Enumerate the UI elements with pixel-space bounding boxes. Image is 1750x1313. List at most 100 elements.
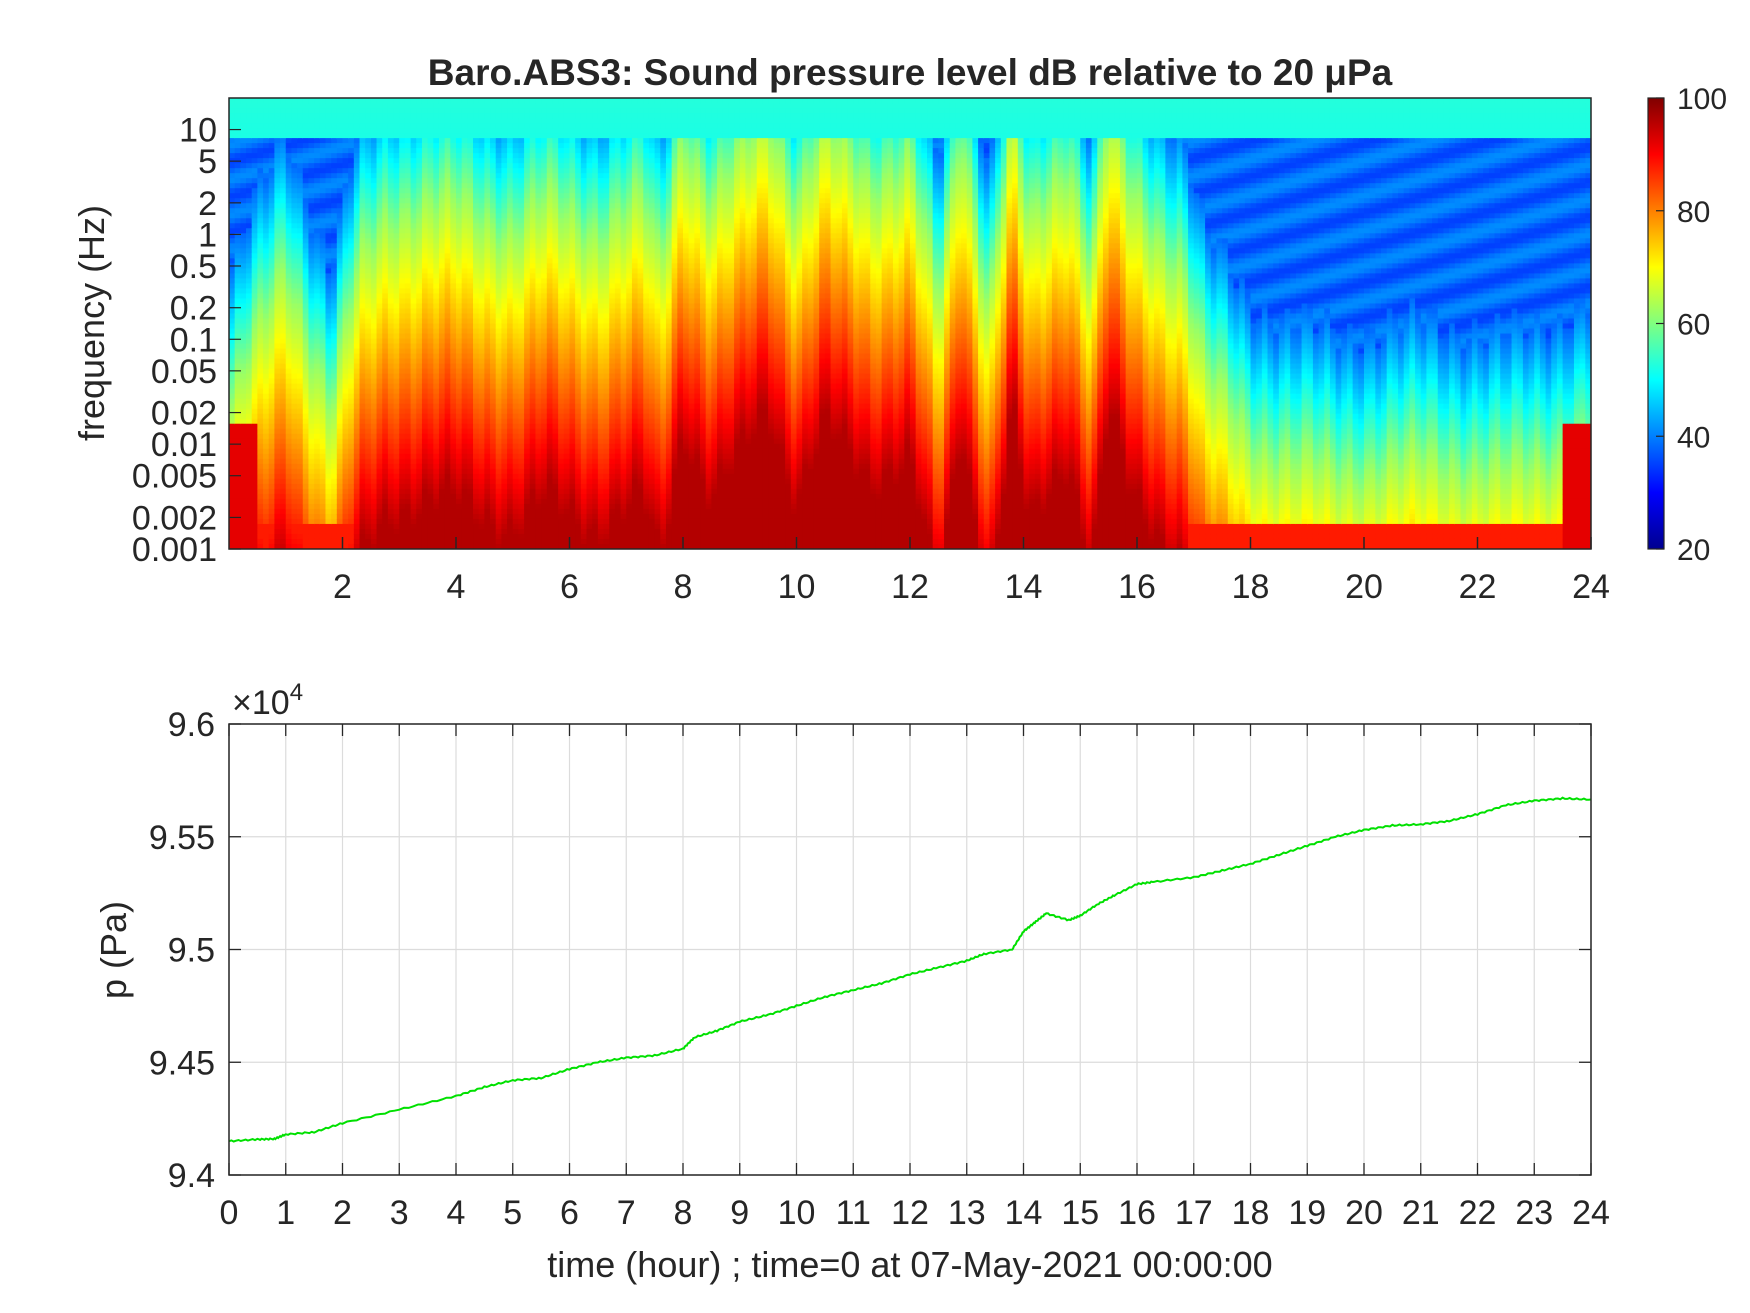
spectrogram-cell <box>234 348 241 355</box>
spectrogram-cell <box>325 133 332 139</box>
spectrogram-cell <box>382 513 389 520</box>
spectrogram-cell <box>365 408 372 415</box>
spectrogram-cell <box>325 223 332 229</box>
spectrogram-cell <box>495 413 502 420</box>
spectrogram-cell <box>342 428 349 435</box>
spectrogram-cell <box>387 298 395 305</box>
spectrogram-cell <box>421 463 429 470</box>
spectrogram-cell <box>535 288 542 295</box>
spectrogram-cell <box>512 233 520 239</box>
spectrogram-cell <box>325 168 332 174</box>
spectrogram-cell <box>342 463 349 470</box>
spectrogram-cell <box>280 463 287 470</box>
spectrogram-cell <box>393 448 400 455</box>
spectrogram-cell <box>274 478 281 485</box>
spectrogram-cell <box>308 413 315 420</box>
spectrogram-cell <box>291 178 298 184</box>
spectrogram-cell <box>387 433 395 440</box>
spectrogram-cell <box>473 348 480 355</box>
spectrogram-cell <box>501 118 508 124</box>
spectrogram-cell <box>251 348 258 355</box>
spectrogram-cell <box>473 183 480 189</box>
spectrogram-cell <box>518 273 525 279</box>
spectrogram-cell <box>280 388 287 395</box>
spectrogram-cell <box>319 363 327 370</box>
spectrogram-cell <box>314 473 321 480</box>
spectrogram-cell <box>404 298 412 305</box>
spectrogram-cell <box>359 228 366 234</box>
spectrogram-cell <box>393 268 400 274</box>
spectrogram-cell <box>297 318 304 325</box>
spectrogram-cell <box>348 198 355 204</box>
spectrogram-cell <box>342 263 349 269</box>
spectrogram-cell <box>342 343 349 350</box>
spectrogram-cell <box>433 183 440 189</box>
spectrogram-cell <box>376 478 383 485</box>
spectrogram-cell <box>370 538 378 545</box>
spectrogram-cell <box>473 163 480 169</box>
spectrogram-cell <box>336 198 344 204</box>
spectrogram-cell <box>444 218 451 224</box>
spectrogram-cell <box>285 213 293 219</box>
spectrogram-cell <box>348 313 355 320</box>
spectrogram-cell <box>433 383 440 390</box>
spectrogram-cell <box>421 488 429 495</box>
spectrogram-cell <box>399 538 406 545</box>
spectrogram-cell <box>297 113 304 119</box>
spectrogram-cell <box>484 323 491 330</box>
spectrogram-cell <box>529 373 537 380</box>
spectrogram-cell <box>404 333 412 340</box>
spectrogram-cell <box>427 523 434 530</box>
spectrogram-cell <box>484 383 491 390</box>
spectrogram-cell <box>376 328 383 335</box>
spectrogram-cell <box>518 323 525 330</box>
spectrogram-cell <box>387 178 395 184</box>
spectrogram-cell <box>325 253 332 259</box>
spectrogram-cell <box>325 303 332 310</box>
spectrogram-cell <box>524 533 531 540</box>
spectrogram-cell <box>501 178 508 184</box>
spectrogram-cell <box>490 208 497 214</box>
spectrogram-cell <box>393 473 400 480</box>
spectrogram-cell <box>473 238 480 244</box>
spectrogram-cell <box>416 458 423 465</box>
spectrogram-cell <box>325 478 332 485</box>
spectrogram-cell <box>336 253 344 259</box>
spectrogram-cell <box>359 418 366 425</box>
spectrogram-cell <box>438 508 446 515</box>
spectrogram-cell <box>473 313 480 320</box>
spectrogram-cell <box>336 483 344 490</box>
spectrogram-cell <box>541 313 548 320</box>
spectrogram-cell <box>268 108 275 114</box>
spectrogram-cell <box>331 113 338 119</box>
spectrogram-cell <box>331 328 338 335</box>
spectrogram-cell <box>268 403 275 410</box>
spectrogram-cell <box>444 433 451 440</box>
spectrogram-cell <box>291 453 298 460</box>
spectrogram-cell <box>370 148 378 154</box>
spectrogram-cell <box>382 268 389 274</box>
spectrogram-cell <box>410 538 417 545</box>
spectrogram-cell <box>433 258 440 264</box>
spectrogram-cell <box>467 238 474 244</box>
spectrogram-cell <box>291 418 298 425</box>
spectrogram-cell <box>404 278 412 285</box>
spectrogram-cell <box>478 173 485 179</box>
spectrogram-cell <box>421 433 429 440</box>
spectrogram-cell <box>529 413 537 420</box>
spectrogram-cell <box>319 368 327 375</box>
spectrogram-cell <box>535 133 542 139</box>
spectrogram-cell <box>319 243 327 249</box>
spectrogram-cell <box>302 98 310 104</box>
spectrogram-cell <box>319 478 327 485</box>
spectrogram-cell <box>421 453 429 460</box>
spectrogram-cell <box>353 183 361 189</box>
spectrogram-cell <box>234 323 241 330</box>
spectrogram-cell <box>501 538 508 545</box>
spectrogram-cell <box>229 313 236 320</box>
spectrogram-cell <box>302 458 310 465</box>
spectrogram-cell <box>342 513 349 520</box>
spectrogram-cell <box>297 383 304 390</box>
spectrogram-cell <box>280 423 287 430</box>
spectrogram-cell <box>535 163 542 169</box>
